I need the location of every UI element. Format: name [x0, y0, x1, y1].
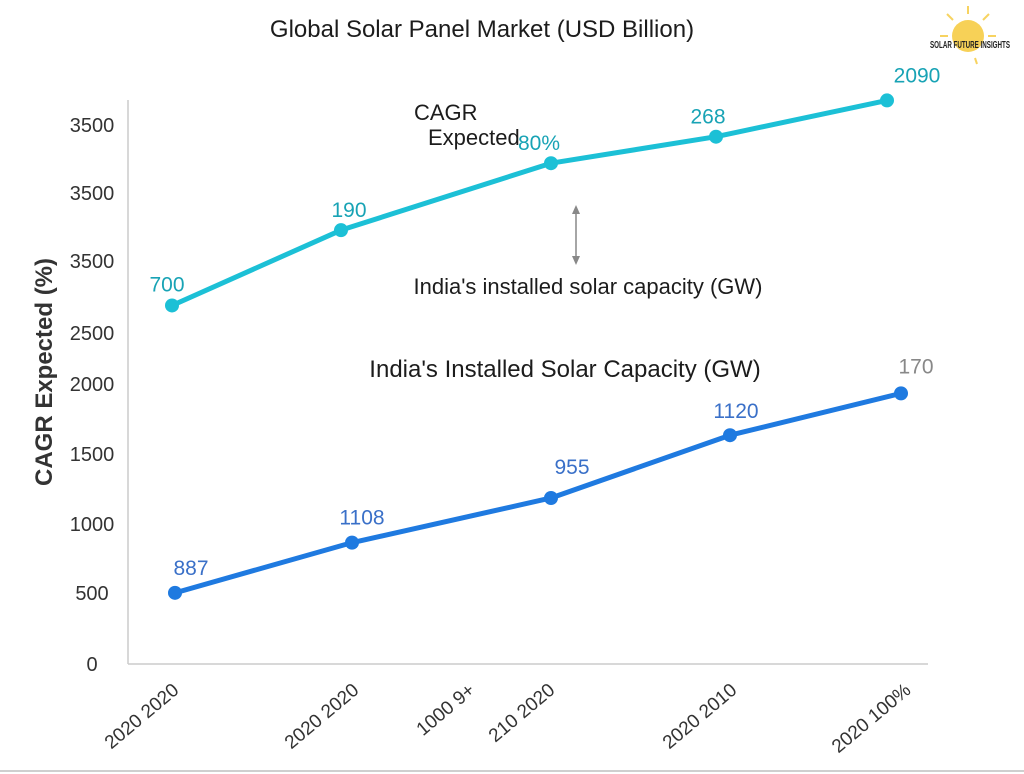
series-line: [172, 390, 904, 596]
data-point[interactable]: [334, 223, 348, 238]
y-axis-title: CAGR Expected (%): [31, 258, 58, 486]
data-point[interactable]: [723, 428, 737, 443]
data-label: 1120: [713, 400, 758, 423]
y-tick-label: 3500: [70, 115, 115, 137]
data-label: 268: [690, 106, 725, 129]
y-tick-label: 0: [86, 654, 97, 676]
y-tick-label: 3500: [70, 183, 115, 205]
y-tick-label: 2500: [70, 323, 115, 345]
data-label: 1108: [339, 507, 384, 530]
data-label: 955: [554, 456, 589, 479]
data-label: 2090: [894, 64, 941, 87]
data-point[interactable]: [165, 298, 179, 313]
data-label: 80%: [518, 132, 560, 155]
data-point[interactable]: [544, 156, 558, 171]
y-tick-label: 1000: [70, 514, 115, 536]
y-tick-labels: 0 500 1000 1500 2000 2500 3500 3500 3500: [70, 115, 115, 676]
x-tick-label: 2020 100%: [828, 680, 915, 758]
y-tick-label: 3500: [70, 251, 115, 273]
data-point[interactable]: [168, 585, 182, 600]
data-label: 190: [331, 199, 366, 222]
y-tick-label: 2000: [70, 374, 115, 396]
cagr-annotation-line1: CAGR: [414, 100, 478, 125]
data-point[interactable]: [709, 129, 723, 144]
data-label: 887: [173, 557, 208, 580]
x-tick-label: 210 2020: [485, 680, 559, 747]
data-point[interactable]: [345, 535, 359, 550]
sun-icon: [952, 20, 984, 52]
data-point[interactable]: [894, 386, 908, 401]
x-tick-label: 2020 2010: [659, 680, 741, 754]
india-large-annotation: India's Installed Solar Capacity (GW): [369, 356, 760, 383]
chart-title: Global Solar Panel Market (USD Billion): [270, 16, 694, 43]
data-point[interactable]: [880, 93, 894, 108]
y-tick-label: 500: [75, 583, 108, 605]
series-global-market: 700 190 80% 268 2090: [149, 64, 941, 313]
x-tick-labels: 2020 2020 2020 2020 1000 9+ 210 2020 202…: [101, 680, 915, 758]
bottom-divider: [0, 770, 1024, 772]
sun-logo: SOLAR FUTURE INSIGHTS: [930, 6, 1010, 65]
data-point[interactable]: [544, 490, 558, 505]
series-india-capacity: 887 1108 955 1120 170: [168, 355, 934, 600]
arrow-icon: [572, 205, 580, 265]
x-tick-label: 2020 2020: [281, 680, 363, 754]
y-tick-label: 1500: [70, 444, 115, 466]
data-label: 170: [898, 355, 933, 378]
x-tick-label: 2020 2020: [101, 680, 183, 754]
x-tick-label: 1000 9+: [413, 680, 480, 741]
cagr-annotation-line2: Expected: [428, 125, 520, 150]
logo-text: SOLAR FUTURE INSIGHTS: [930, 40, 1010, 51]
data-label: 700: [149, 273, 184, 296]
india-small-annotation: India's installed solar capacity (GW): [414, 274, 763, 299]
series-layer: 700 190 80% 268 2090 887 1108 955 1120 170: [149, 64, 941, 600]
